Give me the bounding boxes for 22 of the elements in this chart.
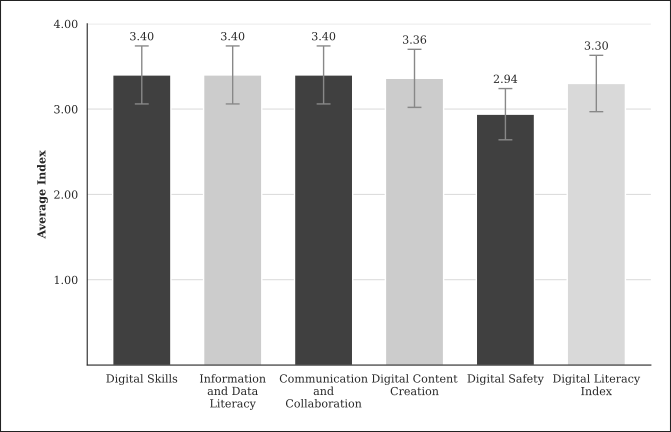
x-tick-label: Digital Literacy Index [553,374,640,396]
data-label: 3.40 [312,32,336,40]
data-label: 2.94 [494,74,518,84]
y-tick-label: 3.00 [54,105,78,114]
y-tick-label: 1.00 [54,276,78,284]
bar [476,114,536,366]
x-tick-label: Communication and Collaboration [280,374,368,408]
x-tick-label: Digital Content Creation [372,374,458,396]
data-label: 3.30 [584,41,608,50]
bar [384,78,444,366]
y-tick-label: 4.00 [54,20,78,28]
data-label: 3.36 [402,35,426,44]
bar [202,74,262,366]
bar [112,74,172,366]
x-tick-label: Digital Safety [468,374,544,385]
x-tick-label: Information and Data Literacy [200,374,266,410]
y-axis-title: Average Index [36,150,48,239]
bar [294,74,354,366]
x-tick-label: Digital Skills [106,374,178,385]
y-tick-label: 2.00 [54,190,78,199]
data-label: 3.40 [130,32,154,40]
data-label: 3.40 [221,32,244,40]
